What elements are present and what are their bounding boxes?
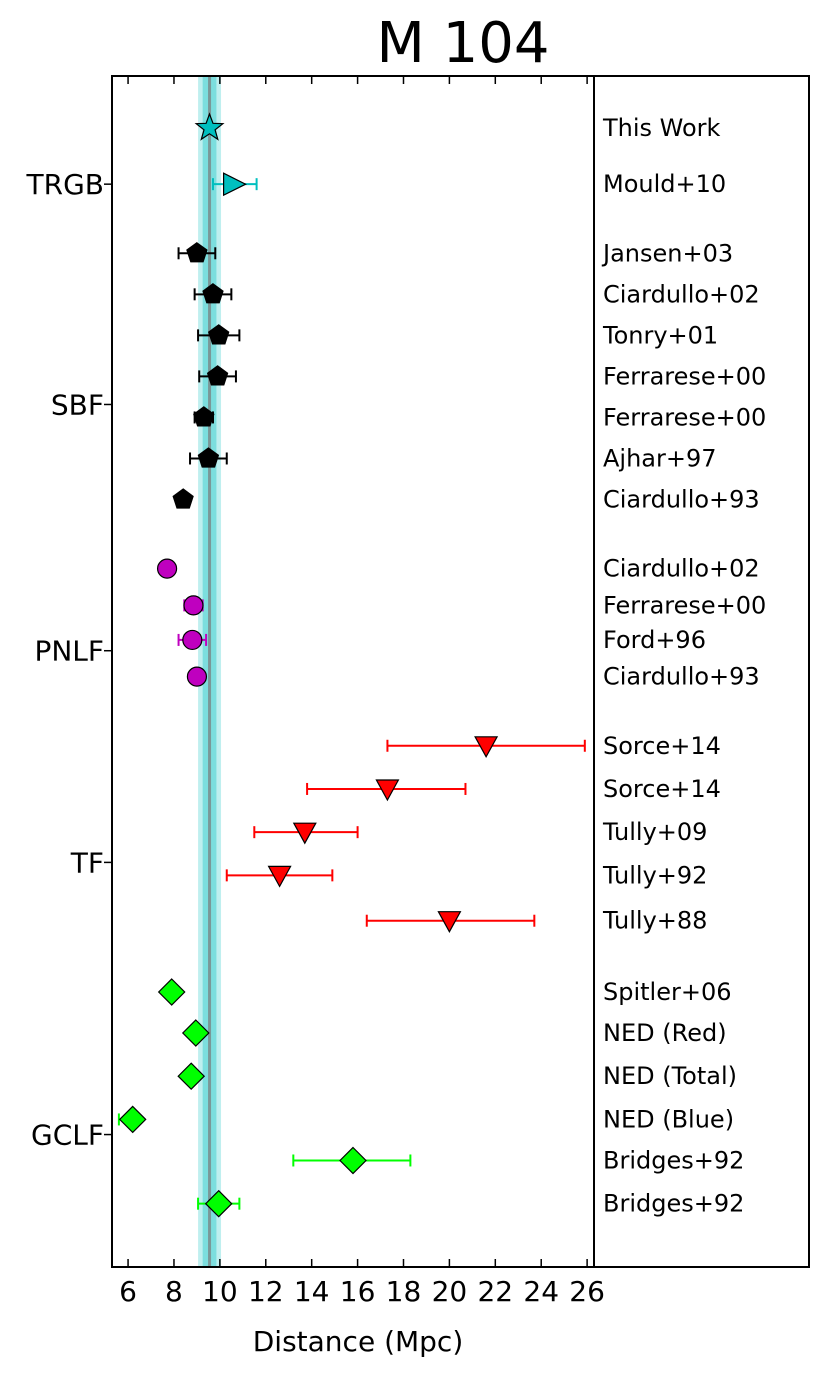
ref-label-20: NED (Total)	[603, 1062, 737, 1090]
ref-label-15: Tully+09	[602, 818, 707, 846]
triangle-down-marker-16	[267, 865, 292, 888]
pentagon-marker-3	[202, 283, 224, 304]
circle-marker-12	[186, 666, 208, 687]
x-tick-label-18: 18	[386, 1275, 422, 1308]
star-marker-0	[194, 112, 225, 141]
x-tick-label-6: 6	[119, 1275, 137, 1308]
x-axis-ticks: 6 8 10 12 14 16 18 20 22 24 26	[119, 76, 605, 1308]
plot-frame	[111, 75, 595, 1268]
diamond-marker-20	[177, 1062, 206, 1091]
x-tick-label-22: 22	[477, 1275, 513, 1308]
triangle-down-marker-14	[375, 779, 400, 802]
ref-label-1: Mould+10	[603, 170, 726, 198]
ref-label-6: Ferrarese+00	[603, 403, 766, 431]
x-tick-label-26: 26	[569, 1275, 605, 1308]
ref-label-9: Ciardullo+02	[603, 555, 760, 583]
triangle-right-marker-1	[223, 172, 247, 197]
error-bars	[117, 178, 586, 1210]
ref-label-5: Ferrarese+00	[603, 362, 766, 390]
diamond-marker-18	[157, 978, 186, 1006]
ref-label-21: NED (Blue)	[603, 1105, 734, 1133]
group-label-pnlf: PNLF	[34, 635, 104, 668]
ref-label-10: Ferrarese+00	[603, 591, 766, 619]
ref-label-8: Ciardullo+93	[603, 486, 760, 514]
ref-label-12: Ciardullo+93	[603, 663, 760, 691]
data-markers	[118, 112, 499, 1218]
pentagon-marker-2	[186, 242, 208, 263]
x-tick-label-8: 8	[165, 1275, 183, 1308]
diamond-marker-23	[204, 1189, 233, 1218]
label-panel-frame	[593, 75, 810, 1268]
diamond-marker-22	[339, 1146, 367, 1175]
ref-label-7: Ajhar+97	[603, 444, 717, 472]
ref-label-14: Sorce+14	[603, 775, 721, 803]
group-label-gclf: GCLF	[31, 1119, 104, 1152]
pentagon-marker-5	[206, 365, 229, 386]
reference-labels: This Work Mould+10 Jansen+03 Ciardullo+02 To…	[601, 114, 766, 1218]
x-tick-label-14: 14	[294, 1275, 330, 1308]
diamond-marker-19	[181, 1019, 210, 1047]
ref-label-11: Ford+96	[603, 626, 706, 654]
x-tick-label-20: 20	[432, 1275, 468, 1308]
chart-title: M 104	[376, 11, 549, 76]
ref-label-17: Tully+88	[602, 907, 707, 935]
ref-label-23: Bridges+92	[603, 1190, 744, 1218]
x-axis-label: Distance (Mpc)	[253, 1325, 464, 1358]
pentagon-marker-6	[193, 406, 215, 427]
group-label-tf: TF	[70, 846, 104, 879]
y-group-ticks: TRGB SBF PNLF TF GCLF	[26, 168, 112, 1152]
pentagon-marker-8	[172, 488, 194, 509]
ref-label-18: Spitler+06	[603, 978, 732, 1006]
triangle-down-marker-17	[437, 911, 462, 933]
diamond-marker-21	[118, 1105, 147, 1134]
triangle-down-marker-15	[292, 822, 317, 845]
pentagon-marker-7	[197, 447, 220, 468]
triangle-down-marker-13	[474, 736, 499, 759]
ref-label-4: Tonry+01	[602, 321, 718, 349]
x-tick-label-24: 24	[523, 1275, 559, 1308]
x-tick-label-10: 10	[202, 1275, 238, 1308]
circle-marker-11	[182, 629, 203, 651]
ref-label-3: Ciardullo+02	[603, 280, 760, 308]
x-tick-label-16: 16	[340, 1275, 376, 1308]
circle-marker-9	[156, 558, 178, 579]
ref-label-2: Jansen+03	[601, 239, 733, 267]
ref-label-19: NED (Red)	[603, 1019, 727, 1047]
pentagon-marker-4	[207, 324, 230, 345]
ref-label-13: Sorce+14	[603, 732, 721, 760]
ref-label-22: Bridges+92	[603, 1146, 744, 1174]
ref-label-0: This Work	[602, 114, 721, 142]
circle-marker-10	[183, 595, 204, 616]
ref-label-16: Tully+92	[602, 861, 707, 889]
x-tick-label-12: 12	[248, 1275, 284, 1308]
group-label-sbf: SBF	[51, 388, 104, 421]
group-label-trgb: TRGB	[26, 168, 104, 201]
